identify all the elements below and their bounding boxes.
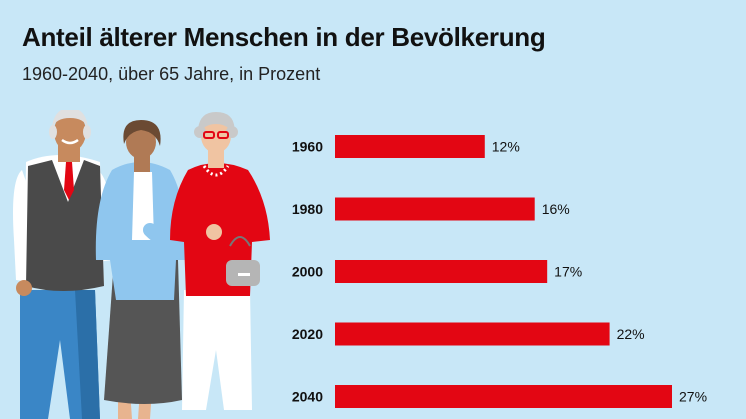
category-label-1960: 1960 [292,139,323,155]
category-label-2000: 2000 [292,264,323,280]
chart-title: Anteil älterer Menschen in der Bevölkeru… [22,22,546,52]
chart-subtitle: 1960-2040, über 65 Jahre, in Prozent [22,64,321,84]
value-label-2040: 27% [679,389,707,405]
woman-middle-figure [95,120,191,419]
value-label-2020: 22% [617,326,645,342]
value-label-2000: 17% [554,264,582,280]
bar-2040 [335,385,672,408]
value-label-1960: 12% [492,139,520,155]
man-figure [13,110,113,419]
bar-chart: 1960 12% 1980 16% 2000 17% 2020 22% 2040 27% [292,135,707,408]
category-label-2040: 2040 [292,389,323,405]
category-label-1980: 1980 [292,201,323,217]
elderly-people-illustration [13,110,270,419]
category-label-2020: 2020 [292,326,323,342]
value-label-1980: 16% [542,201,570,217]
bar-1980 [335,197,535,221]
bar-2000 [335,260,548,283]
bar-1960 [335,135,485,158]
bar-2020 [335,322,610,346]
woman-right-figure [170,112,270,410]
